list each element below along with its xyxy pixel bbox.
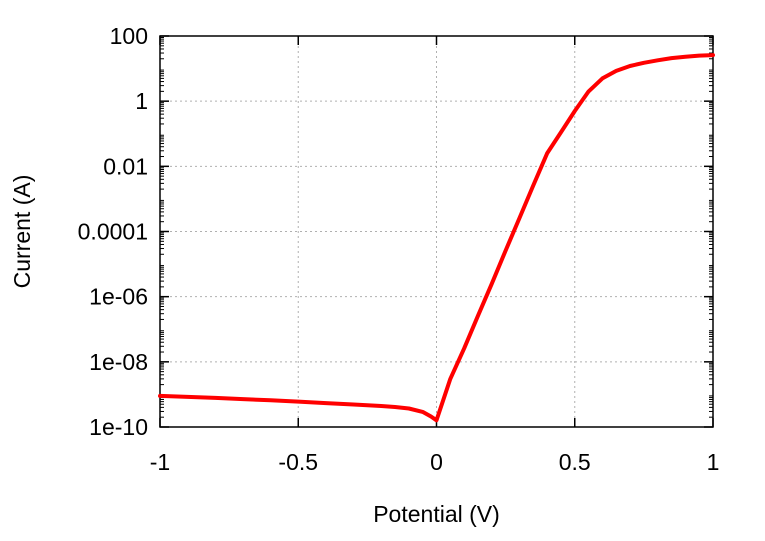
y-tick-label: 1 bbox=[135, 88, 148, 114]
y-tick-labels: 1e-10 1e-08 1e-06 0.0001 0.01 1 100 bbox=[78, 23, 148, 440]
grid-lines bbox=[160, 36, 713, 427]
y-tick-label: 0.01 bbox=[103, 153, 148, 179]
x-tick-label: -0.5 bbox=[278, 449, 318, 475]
x-axis-label: Potential (V) bbox=[373, 501, 500, 527]
x-tick-label: 0.5 bbox=[559, 449, 591, 475]
x-tick-label: 1 bbox=[707, 449, 720, 475]
series-layer bbox=[158, 53, 715, 423]
y-axis-label: Current (A) bbox=[9, 175, 35, 289]
y-tick-label: 1e-06 bbox=[89, 284, 148, 310]
x-tick-labels: -1 -0.5 0 0.5 1 bbox=[150, 449, 720, 475]
y-tick-label: 100 bbox=[110, 23, 148, 49]
y-tick-label: 1e-08 bbox=[89, 349, 148, 375]
x-tick-label: -1 bbox=[150, 449, 170, 475]
y-tick-label: 1e-10 bbox=[89, 414, 148, 440]
y-tick-label: 0.0001 bbox=[78, 219, 148, 245]
current-series-line bbox=[158, 53, 715, 423]
x-tick-label: 0 bbox=[430, 449, 443, 475]
